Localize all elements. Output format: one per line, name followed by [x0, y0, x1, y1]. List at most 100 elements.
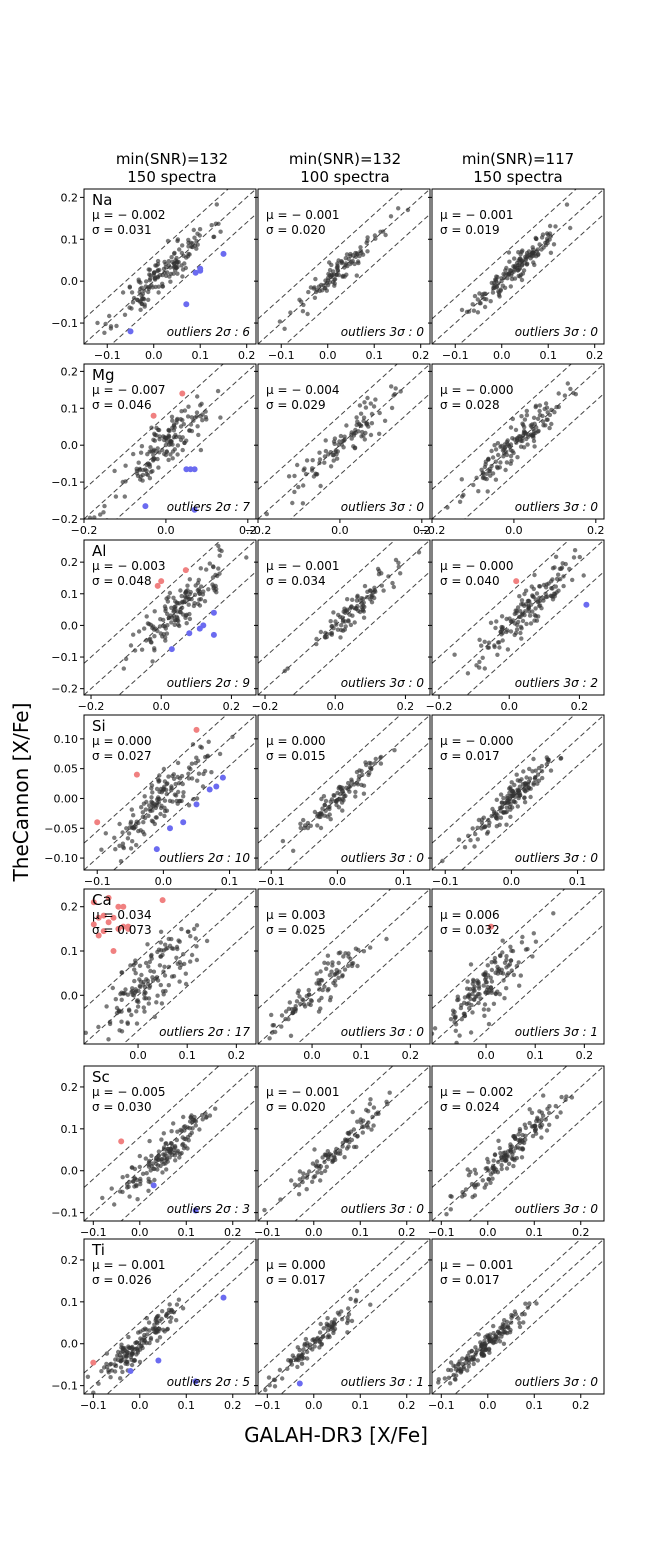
panel-frame: [257, 539, 431, 696]
scatter-points: [280, 748, 397, 853]
panel-frame: [431, 188, 605, 345]
data-point: [141, 288, 147, 293]
data-point: [485, 489, 490, 494]
data-point: [457, 1033, 462, 1038]
data-point: [459, 477, 464, 482]
data-point: [298, 821, 303, 826]
outliers-label: outliers 3σ : 1: [515, 1025, 598, 1039]
data-point: [504, 265, 509, 271]
data-point: [112, 1202, 117, 1207]
data-point: [358, 1117, 363, 1122]
reference-lines: [432, 1239, 604, 1394]
data-point: [319, 812, 324, 817]
sigma-label: σ = 0.015: [266, 749, 326, 763]
band-line: [470, 924, 604, 1044]
data-point: [378, 755, 383, 761]
data-point: [195, 394, 200, 399]
outlier-point: [90, 1359, 97, 1366]
data-point: [517, 1324, 523, 1330]
data-point: [144, 1171, 149, 1176]
panel-frame: [83, 363, 257, 520]
mean-label: μ = − 0.001: [266, 208, 340, 222]
x-tick-label: 0.2: [586, 349, 604, 362]
mean-label: μ = 0.000: [266, 734, 326, 748]
data-point: [331, 610, 336, 615]
data-point: [297, 1177, 302, 1182]
data-point: [185, 1146, 190, 1151]
data-point: [147, 272, 152, 277]
data-point: [101, 510, 106, 515]
data-point: [452, 1009, 457, 1015]
x-tick-label: 0.1: [221, 875, 239, 888]
data-point: [384, 936, 389, 942]
data-point: [470, 826, 475, 831]
band-line: [461, 741, 604, 870]
data-point: [444, 1212, 449, 1217]
x-tick-label: 0.2: [238, 349, 256, 362]
band-line: [432, 1239, 582, 1374]
data-point: [170, 418, 175, 423]
data-point: [164, 1167, 169, 1172]
data-point: [176, 1297, 182, 1302]
data-point: [322, 802, 327, 808]
data-point: [178, 424, 184, 429]
data-point: [217, 547, 222, 552]
data-point: [341, 445, 346, 450]
outlier-point: [90, 921, 97, 928]
data-point: [490, 455, 496, 460]
data-point: [187, 1132, 193, 1138]
data-point: [185, 594, 190, 600]
data-point: [268, 1045, 272, 1049]
data-point: [336, 951, 341, 956]
data-point: [215, 388, 221, 394]
data-point: [173, 781, 178, 787]
outlier-point: [220, 250, 227, 257]
data-point: [353, 789, 358, 795]
data-point: [485, 1166, 490, 1171]
y-tick-label: −0.1: [51, 1207, 78, 1220]
data-point: [248, 1400, 252, 1404]
data-point: [157, 437, 162, 442]
data-point: [333, 799, 338, 804]
column-title-2-line2: 100 spectra: [300, 168, 389, 186]
data-point: [204, 1114, 209, 1120]
data-point: [457, 499, 463, 504]
data-point: [517, 784, 523, 789]
data-point: [455, 997, 460, 1003]
data-point: [481, 474, 486, 479]
data-point: [169, 936, 174, 942]
data-point: [136, 629, 142, 634]
mean-label: μ = 0.006: [440, 908, 500, 922]
data-point: [152, 634, 157, 639]
data-point: [164, 449, 169, 455]
data-point: [155, 949, 160, 955]
element-label: Ti: [91, 1241, 105, 1259]
data-point: [499, 1166, 504, 1172]
data-point: [306, 1001, 311, 1007]
data-point: [376, 572, 382, 577]
data-point: [91, 1390, 96, 1394]
data-point: [469, 1002, 474, 1008]
data-point: [368, 1302, 373, 1307]
one-to-one-line: [258, 1239, 430, 1394]
data-point: [373, 397, 378, 402]
y-tick-label: −0.1: [51, 651, 78, 664]
data-point: [170, 259, 175, 265]
data-point: [174, 261, 179, 266]
data-point: [143, 807, 148, 812]
data-point: [159, 1316, 164, 1322]
data-point: [187, 1119, 193, 1124]
sigma-label: σ = 0.027: [92, 749, 152, 763]
data-point: [186, 404, 191, 409]
data-point: [267, 1036, 272, 1041]
outlier-point: [154, 582, 161, 589]
data-point: [309, 468, 315, 473]
data-point: [533, 597, 538, 602]
data-point: [149, 956, 154, 961]
data-point: [389, 384, 394, 389]
data-point: [556, 391, 561, 396]
data-point: [489, 280, 494, 286]
data-point: [287, 1000, 292, 1005]
data-point: [191, 603, 197, 609]
